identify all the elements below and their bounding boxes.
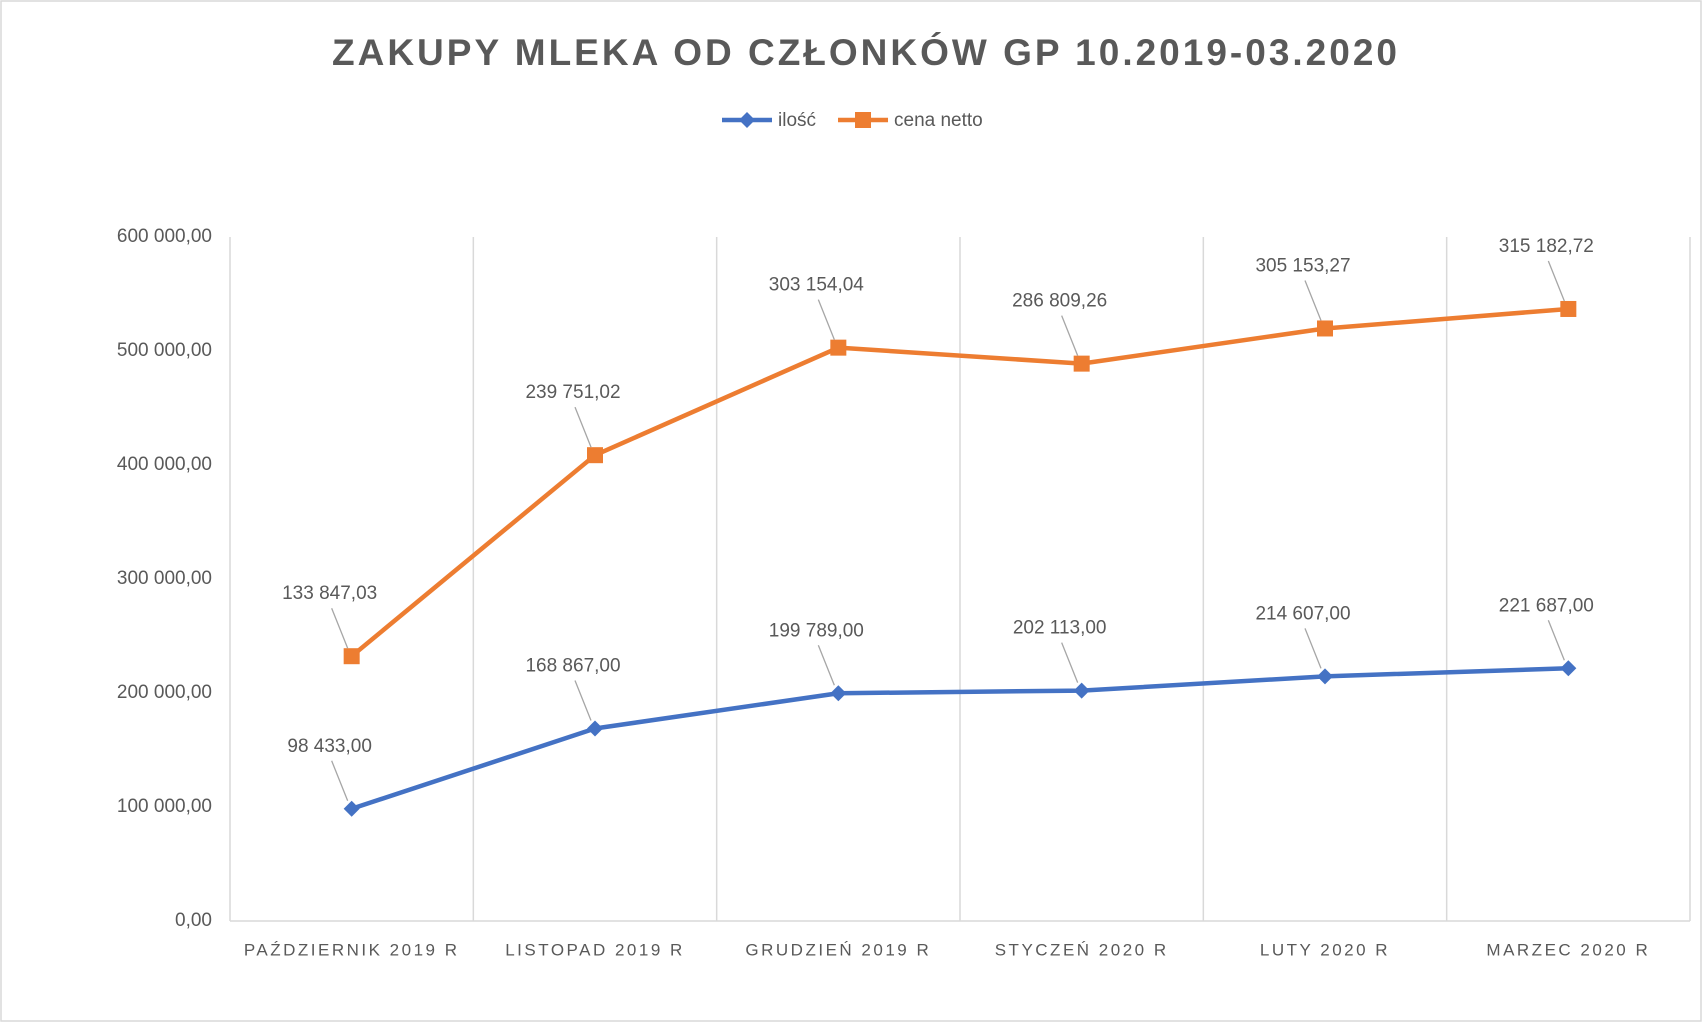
leader-line xyxy=(817,299,835,340)
leader-line xyxy=(574,680,592,721)
point xyxy=(343,800,360,817)
series-line xyxy=(350,306,1569,658)
leader-line xyxy=(1061,315,1079,356)
point xyxy=(1560,300,1577,317)
x-tick-label: LISTOPAD 2019 R xyxy=(505,940,685,959)
point xyxy=(343,648,360,665)
x-tick-label: PAŹDZIERNIK 2019 R xyxy=(244,940,460,959)
leader-line xyxy=(574,406,592,448)
data-label: 214 607,00 xyxy=(1255,603,1350,624)
legend-label: cena netto xyxy=(894,110,983,131)
x-tick-label: LUTY 2020 R xyxy=(1260,940,1390,959)
point xyxy=(855,112,872,128)
leader-line xyxy=(1304,628,1322,669)
data-label: 98 433,00 xyxy=(287,736,372,757)
point xyxy=(587,447,603,464)
y-tick-label: 400 000,00 xyxy=(117,454,212,475)
data-label: 202 113,00 xyxy=(1013,618,1107,639)
data-label: 305 153,27 xyxy=(1255,255,1350,276)
data-label: 303 154,04 xyxy=(769,275,865,296)
point xyxy=(1560,660,1577,677)
leader-line xyxy=(331,607,349,649)
leader-line xyxy=(1304,280,1322,321)
chart-title: ZAKUPY MLEKA OD CZŁONKÓW GP 10.2019-03.2… xyxy=(332,31,1400,73)
data-label: 221 687,00 xyxy=(1499,595,1594,616)
y-tick-label: 100 000,00 xyxy=(117,796,212,817)
data-label: 315 182,72 xyxy=(1499,236,1594,257)
y-tick-label: 300 000,00 xyxy=(117,568,212,589)
y-tick-label: 500 000,00 xyxy=(117,340,212,361)
point xyxy=(1317,320,1333,337)
point xyxy=(1317,668,1333,685)
leader-line xyxy=(1547,620,1565,661)
x-tick-label: GRUDZIEŃ 2019 R xyxy=(745,940,931,959)
point xyxy=(587,720,603,737)
point xyxy=(1073,682,1090,699)
legend-label: ilość xyxy=(778,110,816,131)
leader-line xyxy=(1547,260,1565,302)
y-tick-label: 200 000,00 xyxy=(117,682,212,703)
data-label: 239 751,02 xyxy=(525,382,620,403)
leader-line xyxy=(1061,642,1079,683)
leader-line xyxy=(817,644,835,686)
point xyxy=(830,685,847,702)
series-line xyxy=(350,666,1569,811)
point xyxy=(830,339,847,356)
data-label: 199 789,00 xyxy=(769,620,864,641)
point xyxy=(739,112,755,128)
y-tick-label: 600 000,00 xyxy=(117,226,212,247)
leader-line xyxy=(331,760,349,802)
y-tick-label: 0,00 xyxy=(175,910,212,931)
data-label: 133 847,03 xyxy=(282,583,377,604)
data-label: 286 809,26 xyxy=(1012,291,1107,312)
x-tick-label: MARZEC 2020 R xyxy=(1486,940,1650,959)
x-tick-label: STYCZEŃ 2020 R xyxy=(995,940,1169,959)
point xyxy=(1073,355,1090,372)
data-label: 168 867,00 xyxy=(525,656,620,677)
